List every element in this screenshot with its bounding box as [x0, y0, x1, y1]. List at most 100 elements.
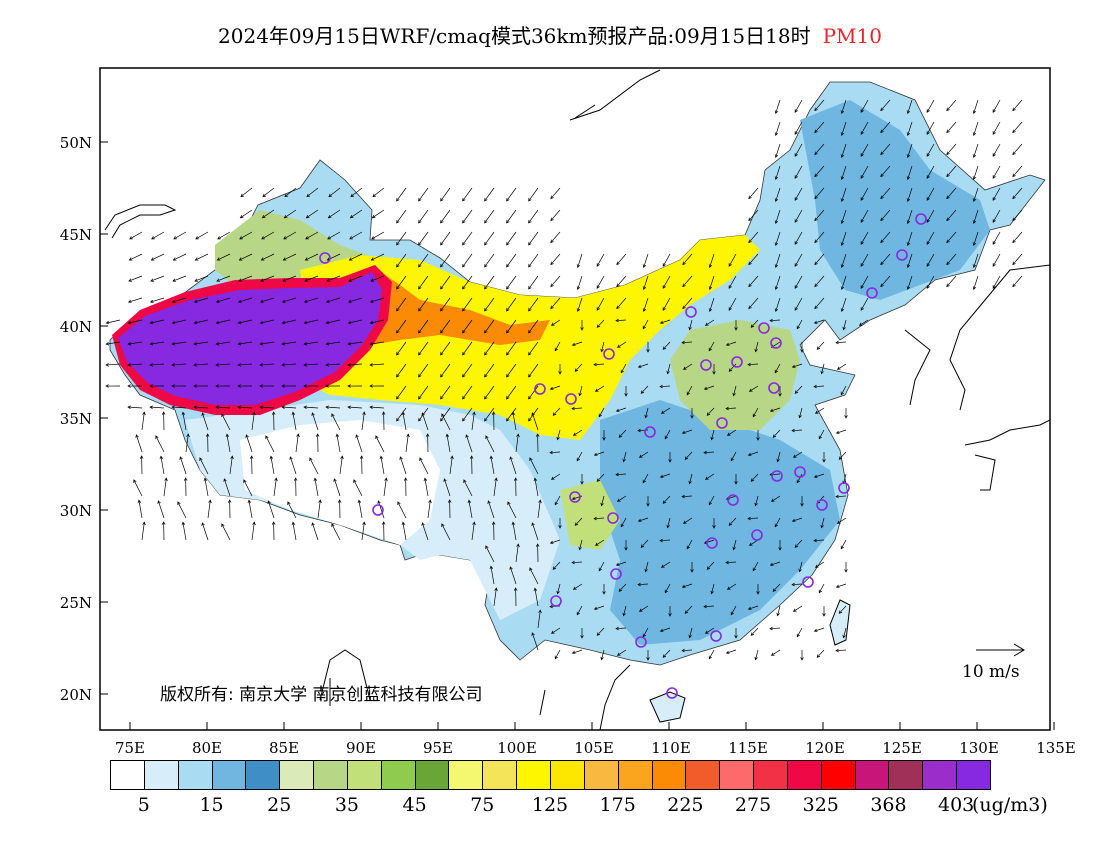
- wind-arrow: [727, 429, 737, 436]
- wind-arrow-head: [203, 477, 208, 482]
- wind-arrow-head: [926, 131, 930, 135]
- wind-arrow-head: [813, 384, 817, 389]
- wind-arrow-head: [684, 610, 689, 614]
- wind-arrow: [748, 253, 759, 265]
- wind-arrow: [217, 231, 231, 240]
- wind-arrow: [396, 187, 407, 202]
- wind-arrow: [704, 385, 715, 390]
- wind-arrow: [260, 363, 275, 366]
- wind-arrow: [336, 434, 341, 453]
- wind-arrow: [706, 561, 715, 570]
- wind-arrow-head: [428, 499, 432, 504]
- wind-arrow-head: [774, 286, 779, 291]
- wind-arrow: [726, 649, 737, 654]
- wind-arrow: [992, 143, 1001, 157]
- wind-arrow-head: [708, 347, 712, 352]
- wind-arrow-head: [835, 648, 839, 653]
- wind-arrow: [150, 363, 165, 366]
- wind-arrow: [572, 561, 583, 564]
- wind-arrow: [418, 385, 429, 400]
- wind-arrow: [705, 473, 715, 480]
- wind-arrow: [1012, 143, 1023, 155]
- wind-arrow: [273, 478, 277, 497]
- wind-arrow: [689, 627, 693, 638]
- wind-arrow-head: [133, 479, 137, 483]
- wind-arrow: [370, 341, 385, 345]
- wind-arrow: [642, 627, 649, 637]
- wind-arrow: [194, 297, 209, 303]
- wind-arrow-head: [552, 412, 557, 416]
- wind-arrow-head: [860, 219, 864, 223]
- wind-arrow: [662, 341, 671, 350]
- lon-label-130: 130E: [959, 739, 999, 757]
- wind-arrow: [484, 209, 495, 224]
- wind-arrow-head: [355, 434, 359, 438]
- wind-arrow: [396, 407, 407, 422]
- wind-arrow-head: [239, 214, 244, 219]
- wind-arrow-head: [660, 564, 665, 568]
- wind-arrow-head: [215, 363, 219, 367]
- wind-arrow: [814, 297, 825, 309]
- wind-arrow-head: [1012, 283, 1016, 288]
- lon-label-120: 120E: [805, 739, 845, 757]
- northeast-region-blue: [800, 100, 990, 300]
- wind-arrow-head: [906, 154, 911, 159]
- wind-arrow: [217, 253, 231, 261]
- wind-arrow: [992, 231, 1001, 245]
- wind-arrow: [837, 517, 847, 524]
- wind-arrow-head: [401, 411, 406, 416]
- wind-arrow-head: [549, 386, 554, 391]
- wind-arrow-head: [193, 363, 197, 367]
- wind-arrow: [620, 363, 627, 373]
- wind-arrow-head: [816, 654, 821, 658]
- wind-arrow-head: [926, 109, 930, 113]
- wind-arrow: [339, 456, 343, 475]
- wind-arrow-head: [171, 384, 175, 388]
- wind-arrow-head: [726, 432, 731, 436]
- copyright-text: 版权所有: 南京大学 南京创蓝科技有限公司: [160, 685, 483, 705]
- wind-arrow-head: [528, 219, 532, 224]
- colorbar-swatch: [651, 760, 687, 790]
- wind-arrow: [814, 231, 825, 243]
- wind-arrow-head: [171, 299, 176, 304]
- wind-arrow-head: [794, 241, 798, 245]
- wind-arrow-head: [750, 632, 755, 636]
- wind-arrow: [177, 501, 187, 519]
- wind-arrow-head: [840, 220, 845, 225]
- wind-arrow: [662, 495, 671, 504]
- wind-arrow-head: [596, 324, 601, 328]
- wind-arrow-head: [571, 650, 576, 655]
- wind-arrow: [814, 99, 825, 111]
- wind-arrow: [748, 605, 759, 610]
- wind-arrow: [594, 363, 605, 366]
- wind-arrow-head: [772, 434, 777, 438]
- wind-arrow: [814, 121, 825, 133]
- wind-arrow: [484, 341, 495, 356]
- wind-arrow: [485, 435, 495, 453]
- wind-arrow-head: [127, 363, 131, 367]
- wind-arrow-head: [860, 109, 864, 113]
- station-circle-icon: [706, 537, 718, 549]
- lat-label-45: 45N: [59, 226, 92, 244]
- wind-arrow: [537, 610, 541, 629]
- wind-arrow-head: [528, 417, 532, 422]
- wind-arrow: [238, 363, 253, 366]
- wind-arrow: [704, 539, 715, 544]
- wind-arrow: [907, 231, 913, 246]
- wind-arrow: [157, 500, 165, 519]
- wind-arrow: [664, 429, 671, 439]
- wind-arrow-head: [331, 413, 335, 417]
- wind-arrow-head: [137, 499, 142, 504]
- wind-arrow-head: [347, 342, 352, 346]
- wind-arrow-head: [161, 521, 166, 525]
- wind-arrow: [682, 495, 693, 498]
- wind-arrow: [396, 297, 407, 312]
- wind-arrow-head: [682, 520, 687, 524]
- wind-arrow: [348, 406, 363, 409]
- wind-arrow: [748, 517, 759, 520]
- wind-arrow: [1012, 275, 1023, 287]
- wind-arrow-head: [946, 195, 950, 200]
- station-circle-icon: [534, 383, 546, 395]
- wind-arrow: [484, 187, 495, 202]
- wind-arrow-head: [549, 540, 554, 545]
